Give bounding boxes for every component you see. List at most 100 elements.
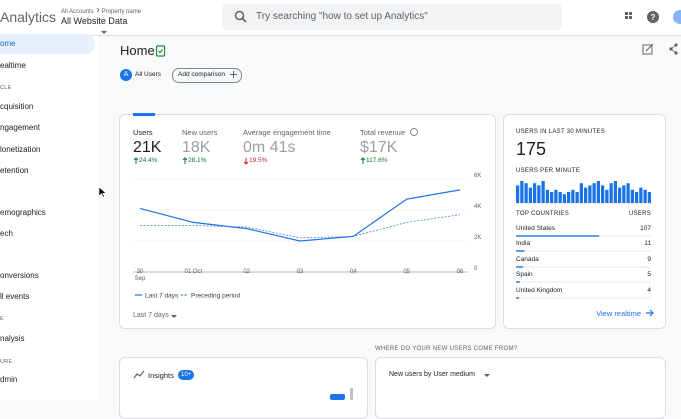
- nav-item[interactable]: emographics: [0, 208, 46, 217]
- mouse-cursor: [98, 186, 106, 198]
- add-comparison-label: Add comparison: [178, 71, 225, 78]
- nav-item[interactable]: ll events: [0, 292, 30, 301]
- x-tick-label: 02: [243, 269, 250, 275]
- search-icon: [234, 10, 247, 23]
- bar: [579, 183, 583, 203]
- insights-badge: 10+: [178, 370, 195, 380]
- view-realtime-link[interactable]: View realtime: [596, 309, 641, 318]
- nav-section: E: [0, 316, 4, 322]
- active-tab-indicator: [133, 113, 155, 116]
- nav-item[interactable]: ome: [0, 39, 16, 48]
- insights-control[interactable]: [330, 394, 345, 400]
- x-tick-label: 01 Oct: [184, 269, 203, 275]
- country-users: 11: [644, 240, 651, 247]
- per-minute-title: USERS PER MINUTE: [516, 168, 581, 174]
- breadcrumb-item[interactable]: Property name: [101, 9, 142, 15]
- dropdown-arrow: [484, 374, 490, 377]
- nav-item[interactable]: onversions: [0, 271, 39, 280]
- country-bar: [516, 235, 599, 237]
- chevron: [96, 7, 100, 13]
- series-line: [140, 214, 461, 239]
- country-bar: [516, 250, 525, 252]
- country-users: 9: [647, 256, 651, 263]
- metric-value: 21K: [133, 139, 162, 156]
- nav-section: URE: [0, 359, 13, 365]
- bar: [622, 185, 626, 203]
- plus-icon: [230, 71, 237, 78]
- date-range-dropdown[interactable]: Last 7 days: [133, 312, 169, 319]
- page-title: Home: [120, 43, 155, 58]
- realtime-card: [503, 114, 666, 329]
- y-tick-label: 4K: [474, 204, 481, 210]
- bar: [635, 192, 639, 203]
- x-tick-label: 06: [456, 269, 464, 275]
- nav-item[interactable]: cquisition: [0, 102, 34, 111]
- dropdown-arrow: [101, 31, 107, 34]
- y-tick-label: 6K: [474, 173, 481, 179]
- metric-value: 0m 41s: [243, 139, 296, 156]
- bar: [516, 185, 520, 203]
- trend-arrow: [243, 158, 249, 165]
- bar: [613, 181, 617, 203]
- nav-item[interactable]: dmin: [0, 375, 18, 384]
- scrollbar: [350, 388, 353, 400]
- nav-item[interactable]: ngagement: [0, 123, 41, 132]
- nav-item[interactable]: ech: [0, 229, 13, 238]
- add-comparison-chip[interactable]: [172, 68, 242, 83]
- bar: [562, 194, 566, 203]
- header-icons: ?: [625, 10, 681, 24]
- country-name: United Kingdom: [516, 287, 563, 294]
- bar: [605, 189, 609, 203]
- metric-change: 28.1%: [188, 157, 207, 164]
- search-box[interactable]: [222, 4, 562, 30]
- nav-item[interactable]: nalysis: [0, 334, 25, 343]
- x-tick-label: 04: [349, 269, 357, 275]
- country-name: United States: [516, 225, 556, 232]
- country-users: 5: [647, 271, 651, 278]
- overview-card: [119, 114, 496, 329]
- property-selector[interactable]: All Website Data: [61, 16, 128, 26]
- bar: [537, 185, 541, 203]
- bar: [567, 192, 571, 203]
- medium-dropdown[interactable]: New users by User medium: [389, 371, 475, 378]
- bar: [550, 192, 554, 203]
- arrow-icon: [646, 309, 654, 317]
- series-line: [139, 189, 461, 242]
- bar: [528, 187, 532, 203]
- x-tick-label: 05: [403, 269, 410, 275]
- page-actions: [642, 43, 678, 55]
- info-icon: [410, 128, 418, 136]
- breadcrumb: All Accounts Property name: [61, 7, 141, 15]
- metric-label[interactable]: Total revenue: [360, 128, 406, 137]
- svg-text:?: ?: [651, 13, 656, 22]
- x-tick-label: 03: [296, 269, 304, 275]
- users-title: USERS: [628, 211, 651, 217]
- trend-arrow: [360, 157, 366, 164]
- nav-section: CLE: [0, 85, 12, 91]
- nav-item[interactable]: etention: [0, 166, 29, 175]
- trend-arrow: [133, 157, 139, 164]
- realtime-title: USERS IN LAST 30 MINUTES: [516, 129, 606, 135]
- dropdown-arrow: [171, 315, 177, 318]
- metric-label[interactable]: Average engagement time: [243, 128, 331, 137]
- bar: [533, 183, 537, 203]
- bar: [541, 181, 545, 203]
- country-name: Spain: [516, 271, 533, 278]
- country-bar: [516, 281, 520, 283]
- bar: [520, 181, 524, 203]
- y-tick-label: 0: [474, 266, 478, 272]
- bar: [588, 185, 592, 203]
- country-bar: [516, 297, 520, 299]
- country-name: Canada: [516, 256, 539, 263]
- realtime-value: 175: [516, 139, 547, 159]
- country-users: 107: [640, 225, 651, 232]
- breadcrumb-item[interactable]: All Accounts: [61, 9, 94, 15]
- metric-label[interactable]: New users: [182, 128, 218, 137]
- metric-change: 19.5%: [249, 157, 268, 164]
- nav-item[interactable]: ealtime: [0, 61, 26, 70]
- metric-label[interactable]: Users: [133, 128, 153, 137]
- country-name: India: [516, 240, 531, 247]
- nav-item[interactable]: lonetization: [0, 145, 41, 154]
- segment-chip[interactable]: All Users: [135, 71, 162, 78]
- bar: [609, 183, 613, 203]
